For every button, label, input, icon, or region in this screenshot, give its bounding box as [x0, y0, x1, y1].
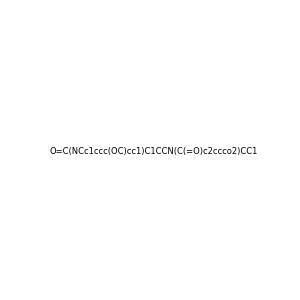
- Text: O=C(NCc1ccc(OC)cc1)C1CCN(C(=O)c2ccco2)CC1: O=C(NCc1ccc(OC)cc1)C1CCN(C(=O)c2ccco2)CC…: [50, 147, 258, 156]
